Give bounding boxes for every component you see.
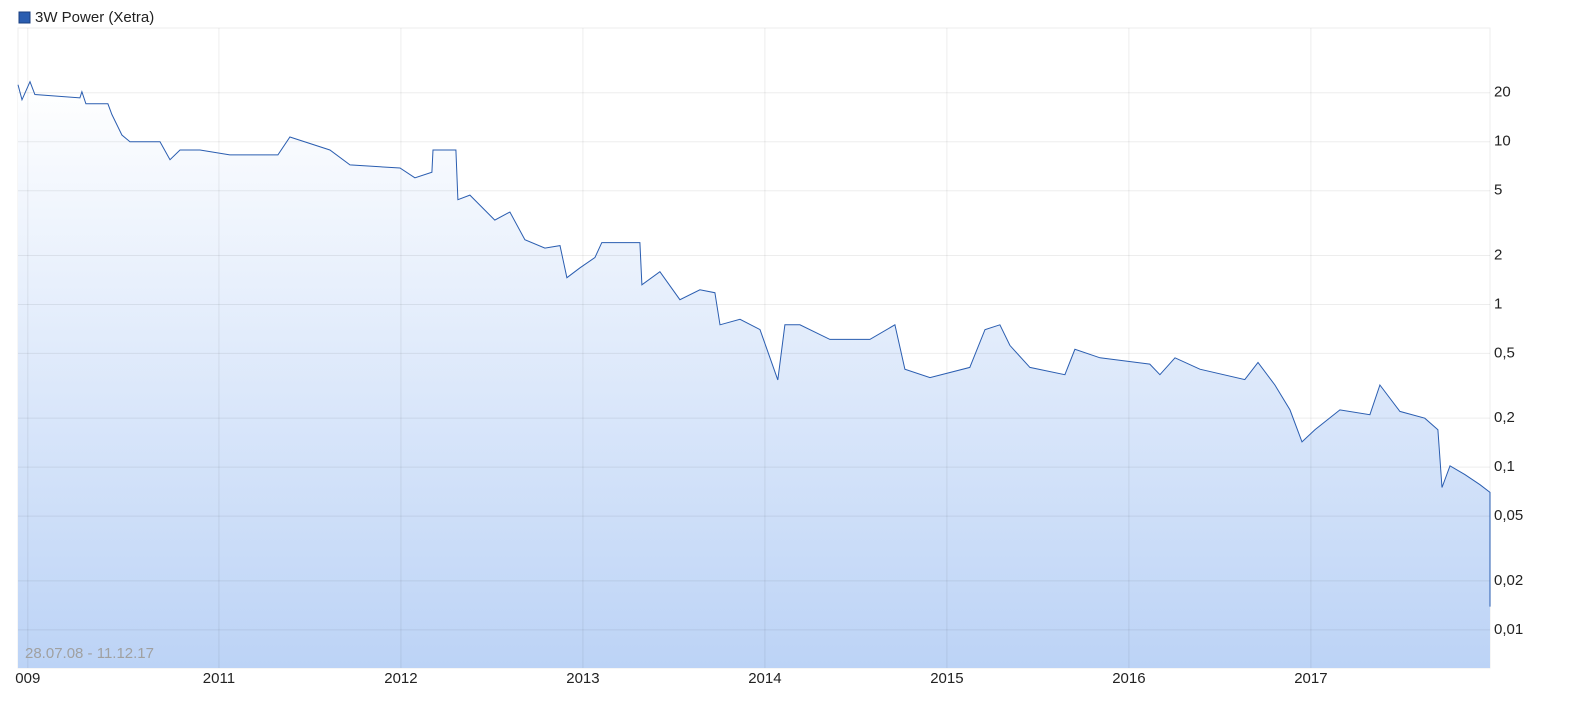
y-tick-label: 2 [1494,246,1502,263]
x-tick-label: 2012 [384,670,417,687]
y-tick-label: 20 [1494,84,1511,101]
x-tick-label: 009 [15,670,40,687]
legend-label: 3W Power (Xetra) [35,9,154,26]
x-tick-label: 2017 [1294,670,1327,687]
x-tick-label: 2013 [566,670,599,687]
y-tick-label: 0,05 [1494,507,1523,524]
y-tick-label: 0,01 [1494,621,1523,638]
y-tick-label: 1 [1494,295,1502,312]
legend-swatch [18,11,31,24]
x-tick-label: 2014 [748,670,781,687]
y-tick-label: 0,2 [1494,409,1515,426]
x-tick-label: 2011 [203,670,235,687]
price-line [17,80,1491,607]
date-range: 28.07.08 - 11.12.17 [25,645,154,662]
y-tick-label: 10 [1494,133,1511,150]
y-tick-label: 5 [1494,182,1502,199]
area-fill [18,81,1490,668]
x-tick-label: 2016 [1112,670,1145,687]
y-tick-label: 0,1 [1494,458,1515,475]
x-tick-label: 2015 [930,670,963,687]
y-tick-label: 0,5 [1494,344,1515,361]
y-tick-label: 0,02 [1494,572,1523,589]
